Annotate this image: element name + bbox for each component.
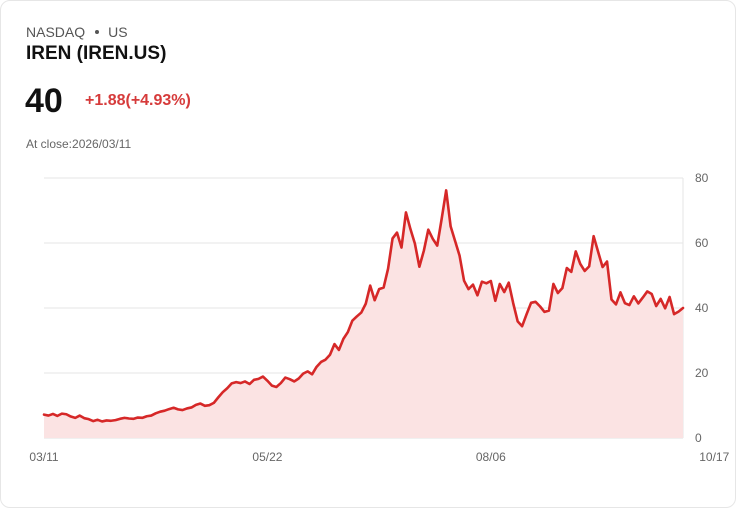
exchange-name: NASDAQ — [26, 24, 86, 40]
y-tick-label: 40 — [695, 301, 709, 315]
x-tick-label: 03/11 — [29, 450, 58, 464]
separator-dot — [95, 30, 100, 34]
price-change: +1.88(+4.93%) — [85, 92, 191, 109]
x-tick-label: 05/22 — [252, 450, 282, 464]
market-name: US — [108, 24, 128, 40]
stock-title: IREN (IREN.US) — [26, 43, 167, 64]
price-line[interactable] — [42, 189, 685, 423]
current-price: 40 — [25, 82, 63, 120]
y-tick-label: 0 — [695, 431, 702, 445]
y-tick-label: 80 — [695, 171, 709, 185]
close-date: At close:2026/03/11 — [26, 137, 132, 151]
price-area-fill — [44, 190, 683, 438]
x-tick-label: 08/06 — [476, 450, 506, 464]
exchange-line: NASDAQ US — [26, 24, 128, 40]
y-tick-label: 60 — [695, 236, 709, 250]
x-tick-label: 10/17 — [699, 450, 729, 464]
y-tick-label: 20 — [695, 366, 709, 380]
